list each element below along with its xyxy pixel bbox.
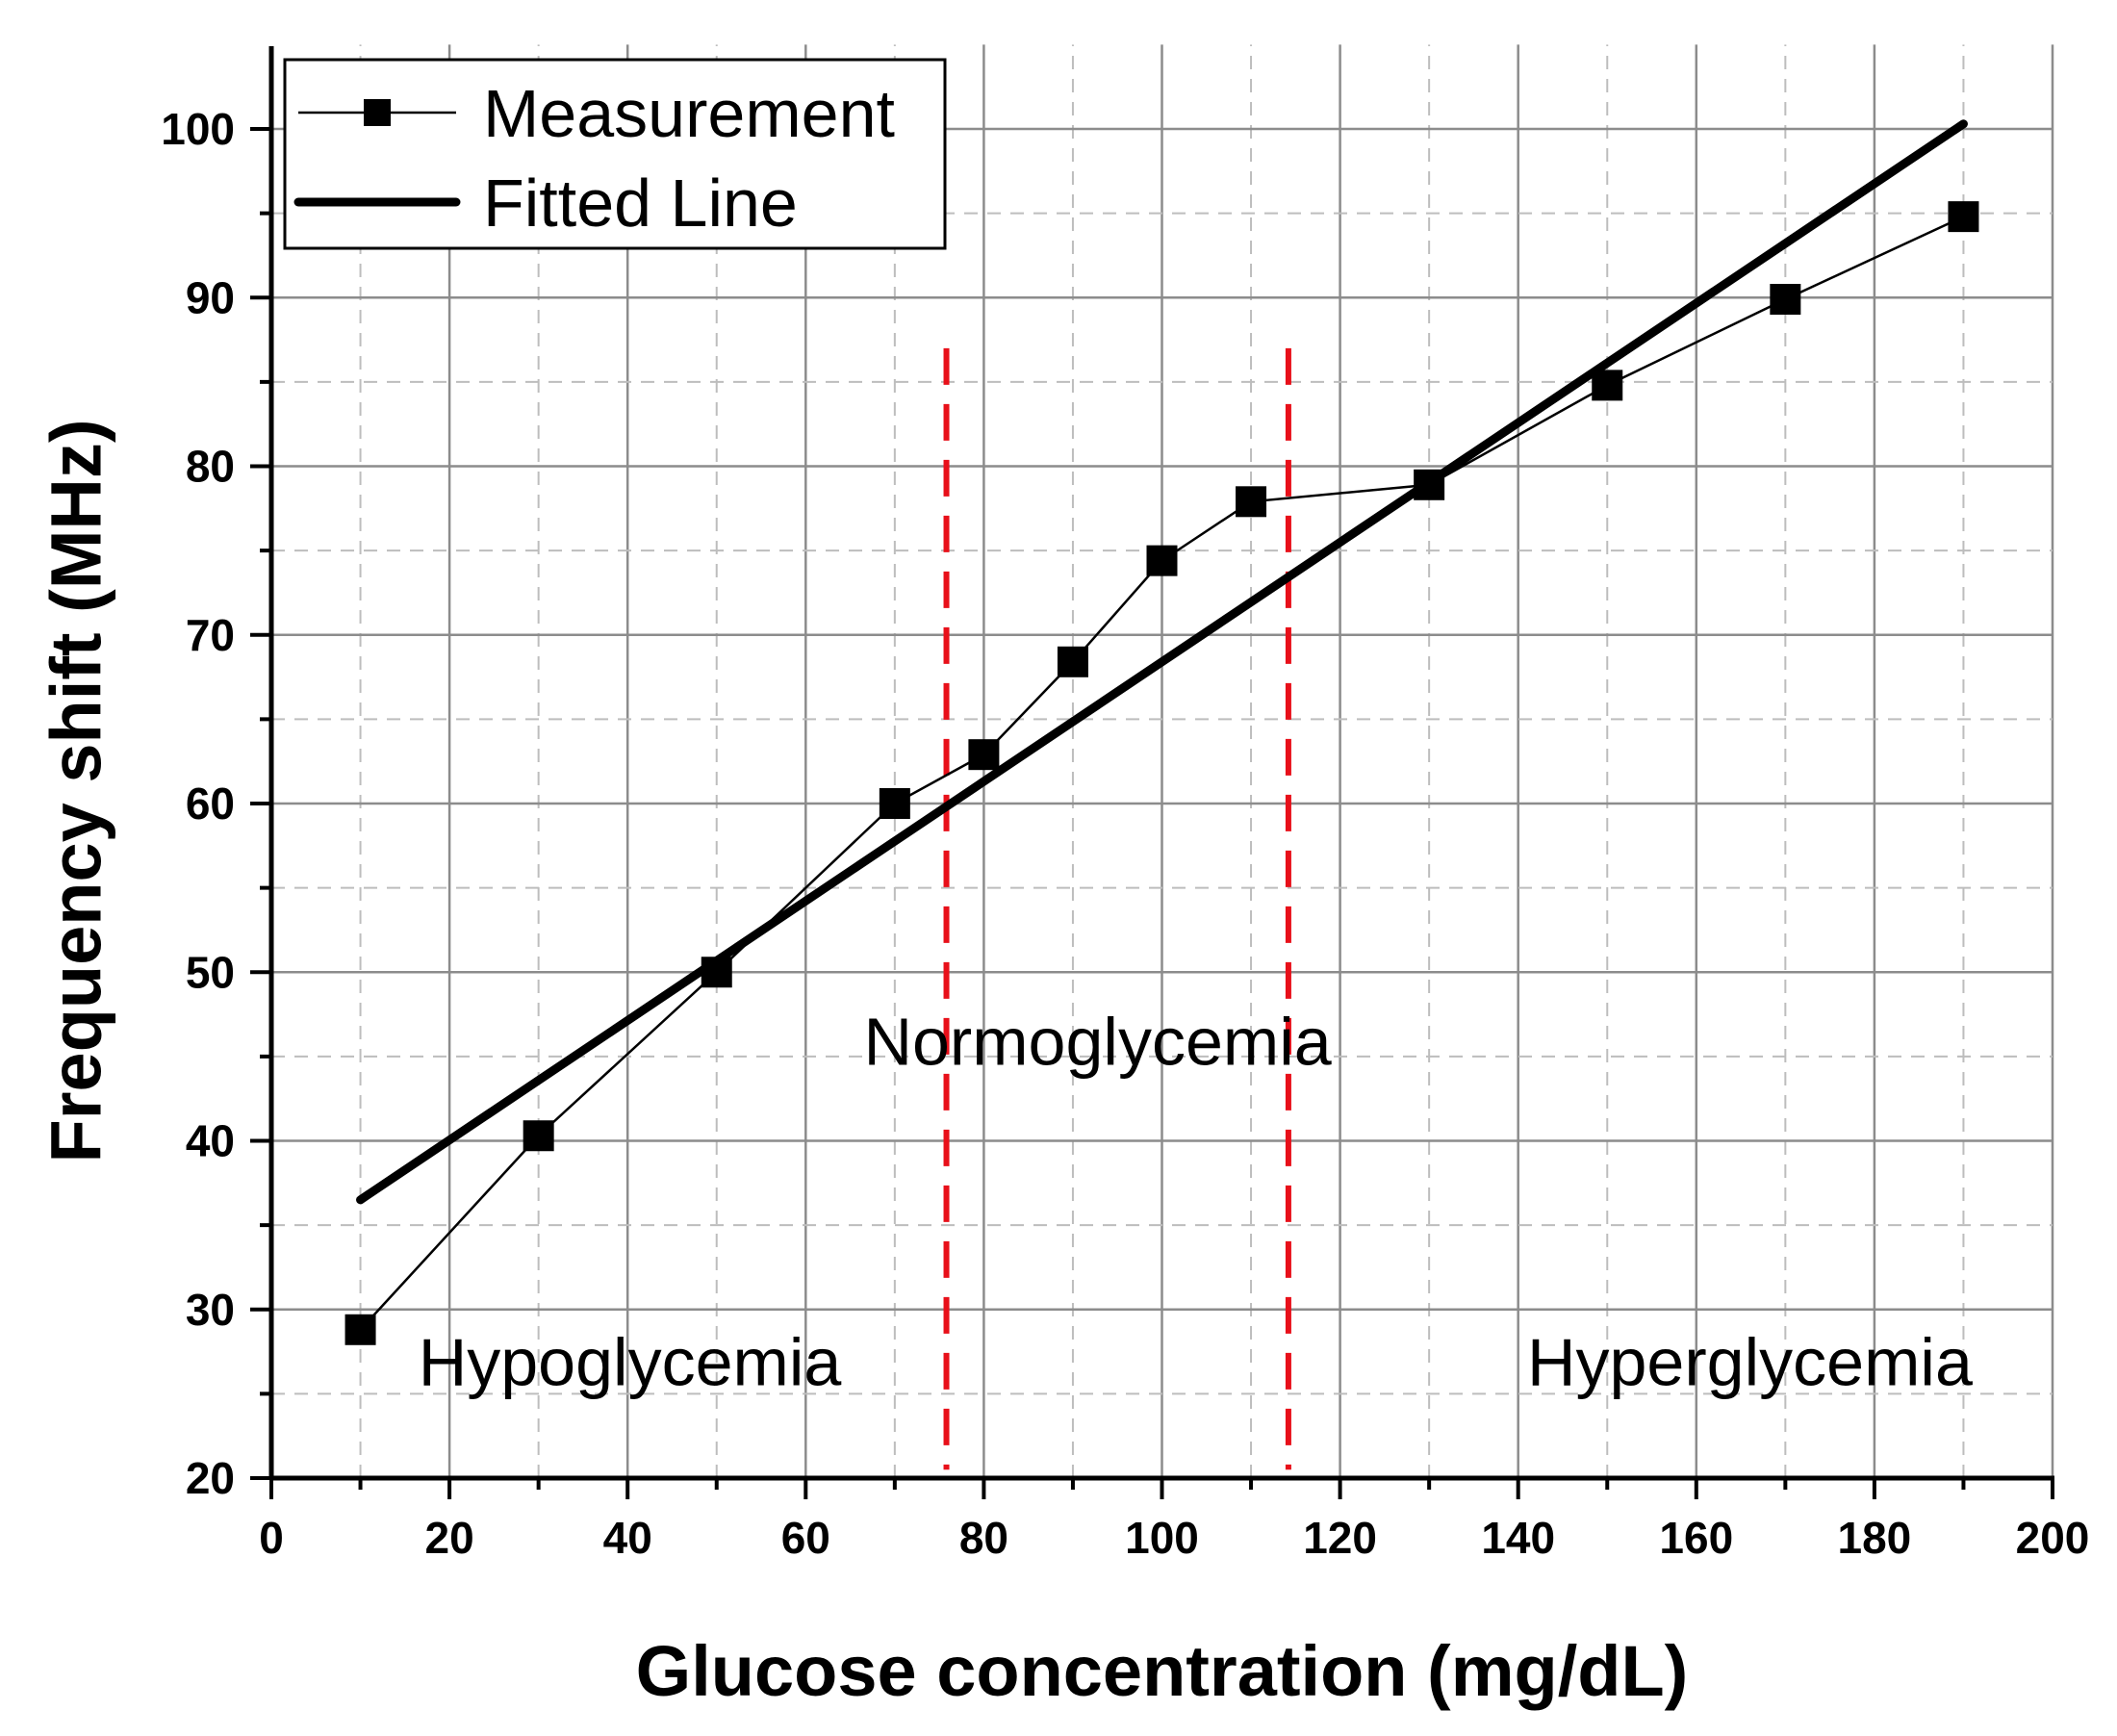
x-tick-label: 120 (1303, 1513, 1377, 1563)
x-tick-label: 0 (259, 1513, 284, 1563)
y-axis-title: Frequency shift (MHz) (37, 420, 116, 1163)
legend-measurement-marker (364, 99, 391, 126)
region-label-normoglycemia: Normoglycemia (863, 1005, 1331, 1080)
x-tick-label: 200 (2016, 1513, 2090, 1563)
axes: 0 20 40 60 80 100 120 140 160 180 200 20 30 40 50 60 70 8… (161, 46, 2089, 1563)
measurement-point-10 (344, 1314, 376, 1345)
y-tick-label: 80 (186, 442, 235, 492)
x-tick-label: 40 (603, 1513, 652, 1563)
y-tick-label: 20 (186, 1453, 235, 1503)
region-label-hypoglycemia: Hypoglycemia (419, 1325, 842, 1400)
legend: Measurement Fitted Line (283, 58, 947, 250)
y-tick-label: 90 (186, 272, 235, 322)
y-tick-label: 60 (186, 779, 235, 829)
x-tick-label: 80 (959, 1513, 1008, 1563)
x-tick-label: 180 (1838, 1513, 1912, 1563)
y-tick-label: 100 (161, 104, 235, 154)
series (344, 119, 1979, 1345)
x-tick-label: 160 (1659, 1513, 1733, 1563)
measurement-point-100 (1146, 545, 1178, 576)
x-axis-title: Glucose concentration (mg/dL) (636, 1631, 1689, 1711)
legend-label-fitted-line: Fitted Line (483, 166, 798, 241)
region-annotations: Hypoglycemia Normoglycemia Hyperglycemia (419, 1005, 1973, 1400)
region-label-hyperglycemia: Hyperglycemia (1527, 1325, 1973, 1400)
measurement-line (359, 215, 1964, 1331)
y-tick-label: 30 (186, 1285, 235, 1335)
measurement-point-130 (1414, 469, 1445, 500)
threshold-lines (943, 347, 1291, 1470)
x-tick-label: 20 (425, 1513, 474, 1563)
measurement-point-170 (1770, 284, 1801, 316)
x-tick-label: 140 (1481, 1513, 1555, 1563)
measurement-point-90 (1057, 646, 1088, 677)
legend-box (283, 58, 947, 250)
grid (271, 44, 2054, 1478)
measurement-point-70 (879, 788, 910, 819)
x-tick-label: 60 (781, 1513, 830, 1563)
measurement-point-30 (523, 1120, 554, 1152)
y-tick-label: 40 (186, 1116, 235, 1166)
x-tick-label: 100 (1125, 1513, 1199, 1563)
measurement-point-110 (1236, 486, 1267, 518)
measurement-point-50 (701, 957, 732, 988)
measurement-point-150 (1592, 370, 1623, 401)
fitted-line (356, 119, 1968, 1205)
legend-label-measurement: Measurement (483, 76, 895, 151)
y-tick-label: 50 (186, 947, 235, 997)
measurement-point-190 (1948, 201, 1979, 233)
y-tick-label: 70 (186, 610, 235, 660)
measurement-point-80 (968, 739, 1000, 771)
